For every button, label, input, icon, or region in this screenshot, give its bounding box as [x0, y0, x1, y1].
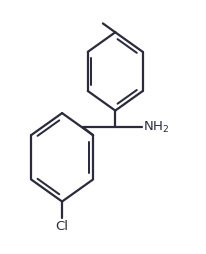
Text: NH$_2$: NH$_2$: [143, 119, 169, 135]
Text: Cl: Cl: [56, 220, 69, 233]
